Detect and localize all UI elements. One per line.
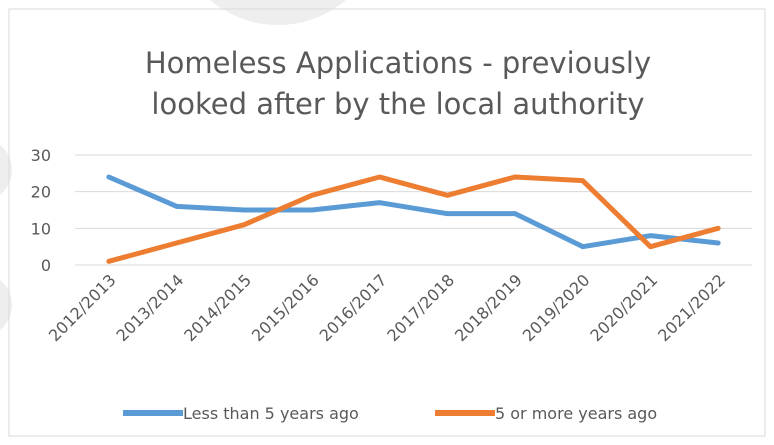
- legend-label-5-or-more: 5 or more years ago: [495, 404, 657, 423]
- data-point: [379, 176, 381, 178]
- series-line-0: [106, 174, 721, 250]
- series-line-1: [106, 174, 721, 264]
- x-tick-label: 2012/2013: [45, 270, 120, 345]
- data-point: [649, 246, 651, 248]
- data-point: [717, 242, 719, 244]
- x-tick-label: 2018/2019: [451, 270, 526, 345]
- data-point: [311, 194, 313, 196]
- data-point: [311, 209, 313, 211]
- y-tick-label: 20: [31, 183, 51, 202]
- y-tick-label: 10: [31, 219, 51, 238]
- data-point: [243, 209, 245, 211]
- data-point: [582, 246, 584, 248]
- data-point: [108, 260, 110, 262]
- data-point: [582, 180, 584, 182]
- y-tick-label: 0: [41, 256, 51, 275]
- watermark-circle-left: [0, 145, 12, 195]
- watermark-circle-bottom-left: [0, 280, 12, 330]
- legend-label-less-than-5: Less than 5 years ago: [183, 404, 359, 423]
- data-point: [446, 213, 448, 215]
- x-tick-label: 2020/2021: [586, 270, 661, 345]
- series-lines: [106, 174, 721, 264]
- chart-title-line-1: Homeless Applications - previously: [145, 46, 651, 80]
- data-point: [108, 176, 110, 178]
- x-tick-label: 2017/2018: [383, 270, 458, 345]
- y-tick-label: 30: [31, 146, 51, 165]
- data-point: [514, 176, 516, 178]
- x-tick-label: 2014/2015: [180, 270, 255, 345]
- data-point: [243, 224, 245, 226]
- x-tick-label: 2013/2014: [113, 270, 188, 345]
- x-tick-label: 2016/2017: [316, 270, 391, 345]
- data-point: [176, 242, 178, 244]
- chart-title-line-2: looked after by the local authority: [151, 87, 644, 121]
- gridlines: [75, 154, 752, 266]
- x-tick-label: 2015/2016: [248, 270, 323, 345]
- x-axis-ticks: 2012/20132013/20142014/20152015/20162016…: [45, 270, 729, 345]
- watermark-circle-top: [210, 0, 346, 25]
- data-point: [176, 205, 178, 207]
- data-point: [649, 235, 651, 237]
- data-point: [514, 213, 516, 215]
- x-tick-label: 2021/2022: [654, 270, 729, 345]
- y-axis-ticks: 0 10 20 30: [31, 146, 51, 275]
- plot-border: [8, 8, 766, 437]
- data-point: [379, 202, 381, 204]
- x-tick-label: 2019/2020: [519, 270, 594, 345]
- legend: Less than 5 years ago 5 or more years ag…: [123, 404, 657, 423]
- data-point: [446, 194, 448, 196]
- data-point: [717, 227, 719, 229]
